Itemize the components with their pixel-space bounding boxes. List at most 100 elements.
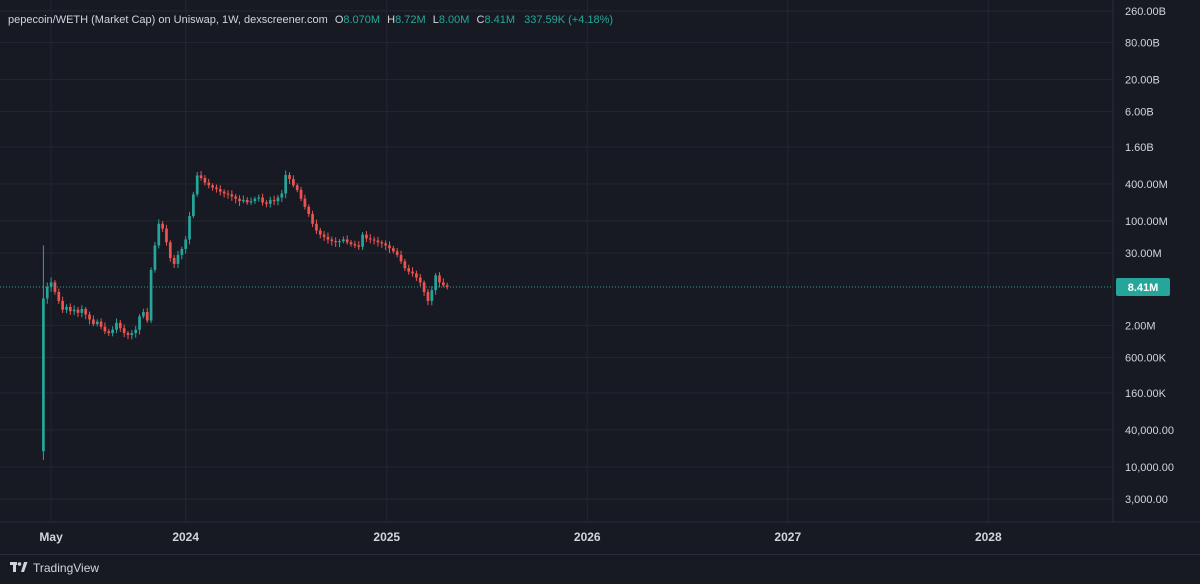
candle-body — [280, 193, 284, 198]
candle-body — [434, 275, 437, 291]
candle — [88, 311, 91, 325]
x-tick-label: May — [39, 530, 63, 544]
candle-body — [95, 321, 99, 325]
candle-body — [407, 268, 411, 272]
y-tick-label: 2.00M — [1125, 320, 1156, 332]
candle — [218, 185, 222, 196]
candle-body — [342, 239, 345, 242]
candle-body — [334, 241, 338, 243]
candle-body — [376, 240, 380, 243]
candle-body — [88, 314, 91, 320]
candle — [103, 322, 107, 335]
candle — [107, 328, 111, 337]
candle — [272, 195, 276, 206]
low-key: L — [432, 14, 439, 26]
candle — [65, 304, 68, 314]
candle-body — [230, 194, 234, 197]
candle — [342, 236, 345, 244]
candle-body — [222, 191, 226, 194]
candle-body — [349, 242, 353, 245]
candle — [384, 240, 387, 251]
candle — [411, 267, 414, 277]
candle — [345, 235, 349, 245]
y-tick-label: 30.00M — [1125, 248, 1162, 260]
candle — [361, 232, 364, 251]
candle-body — [272, 199, 276, 202]
candle-body — [411, 271, 414, 274]
candle-body — [61, 300, 64, 310]
candle — [418, 273, 422, 287]
candle — [284, 170, 288, 199]
candle-body — [42, 298, 45, 452]
candle — [153, 241, 157, 273]
candle — [207, 178, 211, 189]
candle — [242, 195, 245, 204]
candle — [115, 318, 118, 334]
last-price-badge — [1116, 278, 1170, 297]
candle — [199, 171, 203, 181]
candle-body — [45, 286, 49, 299]
candle — [168, 240, 172, 262]
candle — [188, 211, 191, 245]
x-tick-label: 2028 — [975, 530, 1002, 544]
grid — [0, 0, 1113, 522]
candle-body — [76, 309, 80, 313]
high-key: H — [387, 14, 396, 26]
candle — [311, 210, 314, 228]
candle-body — [145, 312, 149, 321]
candle-body — [299, 189, 303, 199]
candle — [295, 183, 299, 193]
candles — [42, 170, 449, 460]
candle — [403, 258, 407, 272]
candle — [380, 240, 384, 248]
candle-body — [292, 179, 295, 186]
candle-body — [345, 239, 349, 243]
candle-body — [142, 312, 145, 317]
candle — [226, 190, 230, 199]
candle — [230, 190, 234, 201]
candle — [268, 196, 272, 208]
candle-body — [195, 175, 199, 195]
brand-label: TradingView — [33, 561, 100, 575]
price-change: 337.59K (+4.18%) — [524, 14, 614, 26]
candle — [192, 191, 195, 219]
candle-body — [130, 333, 134, 335]
candle — [330, 236, 334, 246]
candle-body — [307, 206, 311, 214]
candle-body — [118, 322, 122, 329]
high-value: 8.72M — [395, 14, 426, 26]
candle — [149, 267, 153, 324]
candle — [157, 219, 161, 249]
candle-body — [288, 174, 291, 180]
close-value: 8.41M — [484, 14, 516, 26]
candle — [203, 175, 207, 186]
candle — [195, 171, 199, 197]
candle-body — [303, 198, 307, 207]
candle-body — [361, 234, 364, 247]
x-tick-label: 2024 — [172, 530, 199, 544]
tradingview-logo-icon — [10, 561, 28, 575]
candle-body — [68, 306, 72, 312]
candle — [45, 282, 49, 304]
candle — [111, 326, 114, 337]
candle — [318, 227, 322, 239]
candle-body — [322, 234, 326, 237]
candle-body — [92, 319, 95, 325]
candle — [245, 197, 249, 205]
tradingview-brand[interactable]: TradingView — [10, 561, 99, 575]
candle-body — [261, 197, 264, 203]
y-tick-label: 100.00M — [1125, 216, 1168, 228]
candle-body — [172, 257, 176, 264]
y-tick-label: 80.00B — [1125, 37, 1160, 49]
candle-body — [199, 175, 203, 178]
candle — [334, 237, 338, 247]
candle-body — [111, 329, 114, 334]
candle-body — [384, 243, 387, 246]
candle — [303, 194, 307, 210]
candle-body — [184, 239, 188, 249]
candle-body — [422, 282, 426, 292]
symbol-title: pepecoin/WETH (Market Cap) on Uniswap, 1… — [8, 14, 328, 26]
candle-body — [330, 239, 334, 242]
candle-body — [188, 216, 191, 240]
